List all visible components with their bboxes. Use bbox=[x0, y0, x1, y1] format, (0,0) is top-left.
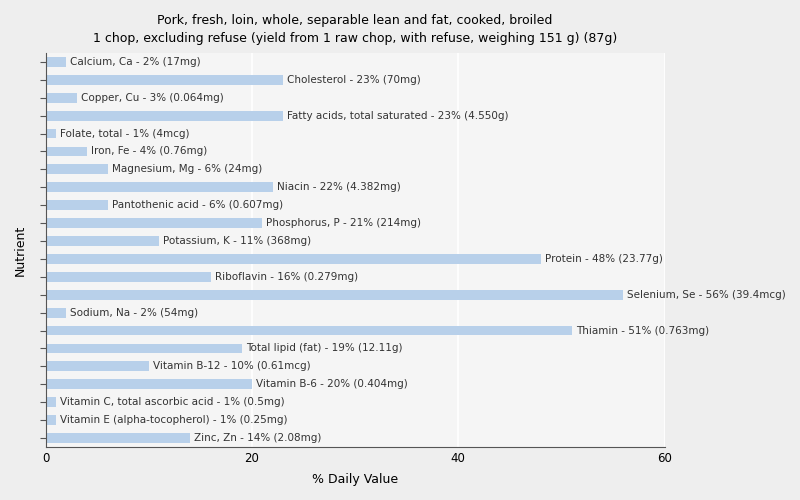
Bar bbox=[46, 397, 56, 407]
Text: Sodium, Na - 2% (54mg): Sodium, Na - 2% (54mg) bbox=[70, 308, 198, 318]
Bar bbox=[46, 344, 242, 353]
Bar bbox=[46, 146, 87, 156]
Text: Niacin - 22% (4.382mg): Niacin - 22% (4.382mg) bbox=[277, 182, 401, 192]
Bar bbox=[46, 110, 283, 120]
Bar bbox=[46, 326, 572, 336]
Title: Pork, fresh, loin, whole, separable lean and fat, cooked, broiled
1 chop, exclud: Pork, fresh, loin, whole, separable lean… bbox=[93, 14, 618, 45]
Bar bbox=[46, 362, 149, 372]
Text: Fatty acids, total saturated - 23% (4.550g): Fatty acids, total saturated - 23% (4.55… bbox=[287, 110, 509, 120]
Text: Phosphorus, P - 21% (214mg): Phosphorus, P - 21% (214mg) bbox=[266, 218, 422, 228]
Bar bbox=[46, 254, 541, 264]
Text: Pantothenic acid - 6% (0.607mg): Pantothenic acid - 6% (0.607mg) bbox=[112, 200, 282, 210]
Text: Zinc, Zn - 14% (2.08mg): Zinc, Zn - 14% (2.08mg) bbox=[194, 433, 322, 443]
Bar bbox=[46, 218, 262, 228]
Text: Calcium, Ca - 2% (17mg): Calcium, Ca - 2% (17mg) bbox=[70, 57, 201, 67]
Bar bbox=[46, 182, 273, 192]
Text: Cholesterol - 23% (70mg): Cholesterol - 23% (70mg) bbox=[287, 75, 421, 85]
Text: Vitamin B-12 - 10% (0.61mcg): Vitamin B-12 - 10% (0.61mcg) bbox=[153, 362, 310, 372]
Bar bbox=[46, 272, 210, 281]
Bar bbox=[46, 433, 190, 443]
Bar bbox=[46, 57, 66, 67]
Bar bbox=[46, 236, 159, 246]
Bar bbox=[46, 290, 623, 300]
Text: Vitamin E (alpha-tocopherol) - 1% (0.25mg): Vitamin E (alpha-tocopherol) - 1% (0.25m… bbox=[60, 415, 287, 425]
Bar bbox=[46, 308, 66, 318]
Text: Vitamin B-6 - 20% (0.404mg): Vitamin B-6 - 20% (0.404mg) bbox=[256, 379, 408, 389]
Bar bbox=[46, 380, 252, 389]
Bar bbox=[46, 128, 56, 138]
Text: Protein - 48% (23.77g): Protein - 48% (23.77g) bbox=[545, 254, 662, 264]
Text: Riboflavin - 16% (0.279mg): Riboflavin - 16% (0.279mg) bbox=[215, 272, 358, 282]
Text: Magnesium, Mg - 6% (24mg): Magnesium, Mg - 6% (24mg) bbox=[112, 164, 262, 174]
Text: Folate, total - 1% (4mcg): Folate, total - 1% (4mcg) bbox=[60, 128, 190, 138]
Text: Total lipid (fat) - 19% (12.11g): Total lipid (fat) - 19% (12.11g) bbox=[246, 344, 402, 353]
Bar bbox=[46, 164, 107, 174]
Bar bbox=[46, 415, 56, 425]
Bar bbox=[46, 75, 283, 85]
Text: Iron, Fe - 4% (0.76mg): Iron, Fe - 4% (0.76mg) bbox=[91, 146, 207, 156]
Text: Potassium, K - 11% (368mg): Potassium, K - 11% (368mg) bbox=[163, 236, 311, 246]
Text: Vitamin C, total ascorbic acid - 1% (0.5mg): Vitamin C, total ascorbic acid - 1% (0.5… bbox=[60, 397, 285, 407]
X-axis label: % Daily Value: % Daily Value bbox=[312, 473, 398, 486]
Bar bbox=[46, 93, 77, 102]
Y-axis label: Nutrient: Nutrient bbox=[14, 224, 27, 276]
Text: Thiamin - 51% (0.763mg): Thiamin - 51% (0.763mg) bbox=[576, 326, 709, 336]
Bar bbox=[46, 200, 107, 210]
Text: Selenium, Se - 56% (39.4mcg): Selenium, Se - 56% (39.4mcg) bbox=[627, 290, 786, 300]
Text: Copper, Cu - 3% (0.064mg): Copper, Cu - 3% (0.064mg) bbox=[81, 93, 223, 103]
